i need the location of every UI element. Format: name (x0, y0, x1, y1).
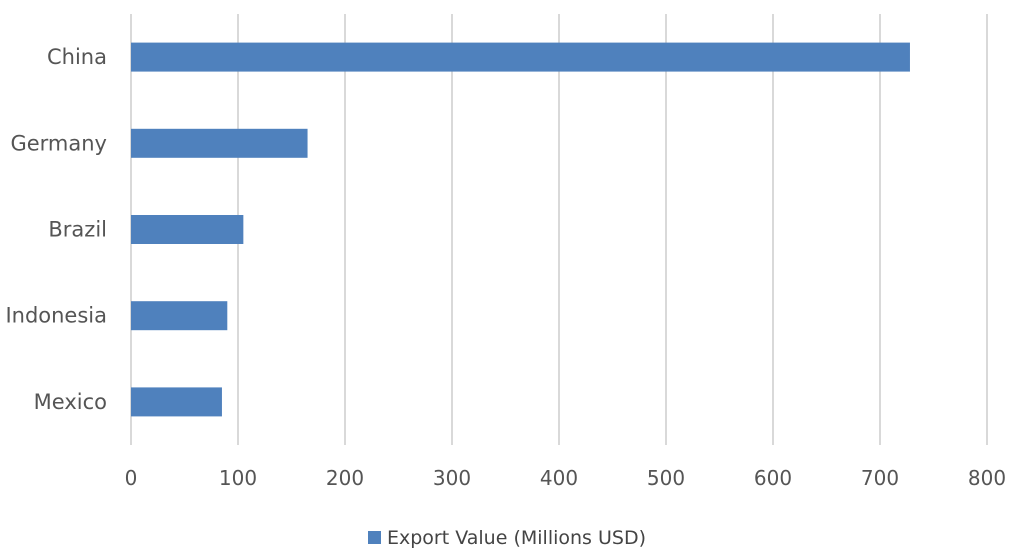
bar-china (131, 42, 910, 72)
category-label: Germany (10, 131, 107, 155)
bar-indonesia (131, 301, 228, 331)
x-tick-label: 500 (647, 466, 685, 490)
category-label: Mexico (34, 390, 107, 414)
x-tick-label: 800 (968, 466, 1006, 490)
category-label: China (47, 45, 107, 69)
x-tick-label: 200 (326, 466, 364, 490)
gridlines (130, 14, 988, 445)
x-tick-label: 100 (219, 466, 257, 490)
category-labels: China Germany Brazil Indonesia Mexico (5, 45, 107, 414)
x-tick-label: 400 (540, 466, 578, 490)
bar-mexico (131, 387, 222, 417)
bar-brazil (131, 215, 244, 244)
legend: Export Value (Millions USD) (368, 527, 646, 549)
bars (131, 42, 910, 417)
category-label: Brazil (48, 218, 107, 242)
x-tick-label: 0 (125, 466, 138, 490)
x-tick-label: 600 (754, 466, 792, 490)
legend-swatch (368, 531, 381, 544)
bar-germany (131, 128, 308, 158)
legend-label: Export Value (Millions USD) (387, 527, 646, 549)
x-axis-tick-labels: 0 100 200 300 400 500 600 700 800 (125, 466, 1006, 490)
x-tick-label: 300 (433, 466, 471, 490)
x-tick-label: 700 (861, 466, 899, 490)
category-label: Indonesia (5, 304, 107, 328)
